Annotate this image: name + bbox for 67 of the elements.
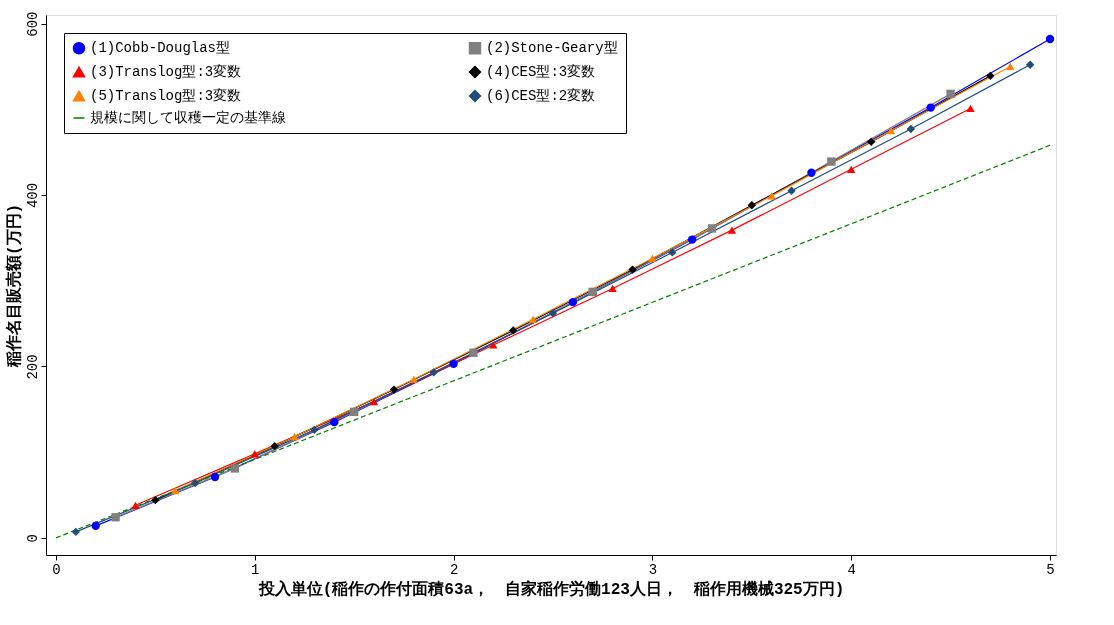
legend-label: 規模に関して収穫一定の基準線 [90, 110, 286, 126]
y-tick-label: 0 [24, 534, 41, 543]
point [986, 71, 995, 81]
x-axis-title: 投入単位(稲作の作付面積63a， 自家稲作労働123人日， 稲作用機械325万円) [257, 578, 845, 599]
point [91, 521, 100, 531]
y-tick-label: 200 [24, 354, 41, 380]
point [230, 464, 240, 473]
point [926, 103, 935, 112]
point [787, 186, 796, 195]
x-tick-label: 0 [52, 561, 61, 578]
point [807, 168, 816, 177]
point [369, 397, 379, 406]
point [866, 137, 876, 147]
point [349, 407, 359, 417]
point [210, 472, 220, 482]
point [131, 501, 140, 509]
y-axis-title: 稲作名目販売額(万円) [4, 203, 24, 369]
point [847, 165, 856, 173]
legend-label: (5)Translog型:3変数 [90, 88, 242, 104]
point [588, 287, 597, 297]
point [449, 359, 458, 369]
point [727, 226, 737, 234]
point [429, 368, 438, 377]
x-tick-label: 4 [847, 561, 856, 578]
point [509, 326, 518, 335]
point [190, 478, 200, 488]
y-tick-label: 600 [24, 11, 41, 37]
legend-label: (1)Cobb-Douglas型 [90, 40, 231, 57]
point [886, 127, 896, 135]
point [548, 309, 558, 318]
point [906, 124, 916, 134]
legend-label: (3)Translog型:3変数 [90, 64, 242, 80]
point [310, 425, 319, 435]
point [171, 487, 180, 495]
point [966, 104, 975, 113]
point [111, 513, 120, 522]
point [151, 495, 160, 505]
legend-label: (6)CES型:2変数 [486, 88, 596, 104]
point [707, 224, 717, 233]
point [628, 265, 637, 274]
point [270, 441, 279, 451]
point [290, 433, 299, 441]
legend-label: (4)CES型:3変数 [486, 64, 596, 80]
point [330, 417, 339, 427]
y-tick-label: 400 [24, 182, 41, 209]
point [1045, 34, 1055, 44]
legend-label: (2)Stone-Geary型 [486, 40, 618, 57]
x-tick-label: 3 [648, 561, 658, 578]
point [827, 157, 836, 166]
point [568, 297, 578, 307]
x-tick-label: 5 [1046, 561, 1055, 578]
point [469, 348, 478, 357]
point [528, 315, 538, 323]
x-tick-label: 1 [251, 561, 260, 578]
point [389, 385, 399, 394]
point [1025, 60, 1035, 69]
point [946, 89, 955, 99]
point [1006, 62, 1015, 71]
point [71, 527, 81, 537]
point [648, 254, 657, 263]
point [747, 201, 756, 210]
point [668, 248, 677, 257]
point [608, 284, 617, 293]
point [409, 375, 418, 383]
point [489, 341, 498, 349]
point [687, 235, 697, 244]
x-tick-label: 2 [449, 561, 459, 578]
